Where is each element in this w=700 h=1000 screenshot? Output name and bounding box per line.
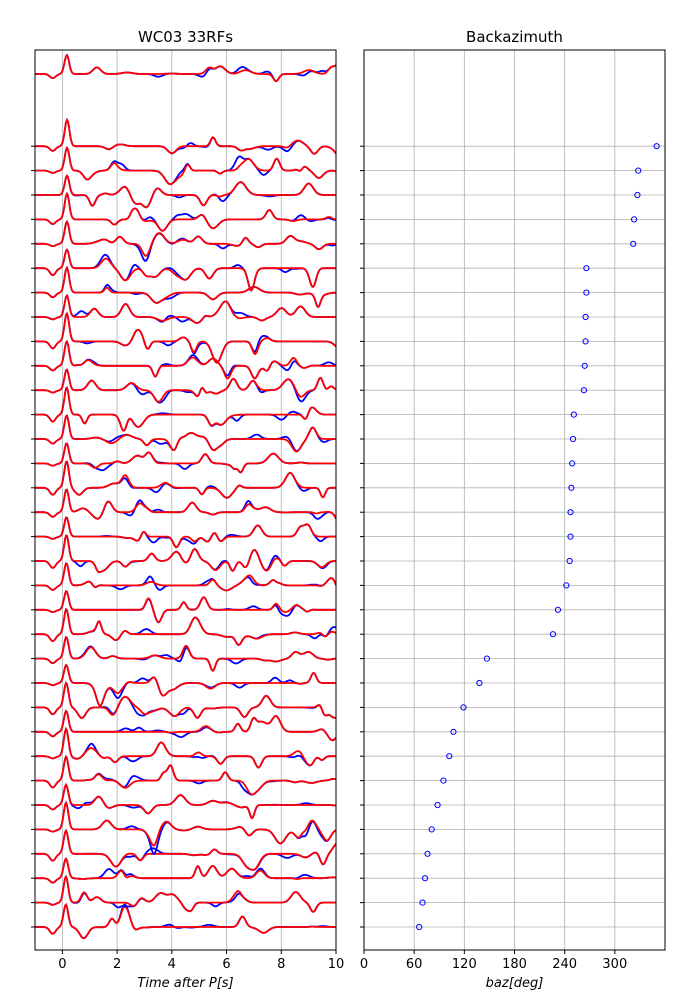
baz-point [582,313,589,321]
rf-trace-predicted [35,857,336,884]
rf-trace-predicted [35,414,336,453]
rf-trace-predicted [35,590,336,624]
rf-trace-predicted [35,828,336,871]
baz-x-tick-label: 120 [452,957,477,972]
baz-point [570,411,577,418]
baz-point [630,240,637,247]
rf-trace-predicted [35,145,336,186]
baz-point [635,167,642,174]
baz-x-tick-label: 240 [552,957,577,972]
rf-trace-predicted [35,800,336,847]
baz-point [581,362,588,369]
baz-point [563,582,570,589]
baz-point [630,216,638,223]
baz-point [634,191,641,199]
baz-points [416,143,660,931]
baz-point [580,387,587,394]
rf-trace-predicted [35,386,336,432]
baz-point [567,509,574,516]
rf-xlabel: Time after P[s] [137,976,233,991]
baz-point [549,631,557,638]
rf-x-tick-label: 0 [58,957,66,972]
rf-trace-predicted [35,681,336,719]
rf-trace-predicted [35,874,336,913]
baz-point [416,923,423,931]
baz-title: Backazimuth [466,28,563,46]
baz-point [569,435,577,443]
rf-trace-predicted [35,534,336,574]
baz-x-tick-label: 0 [360,957,368,972]
rf-trace-predicted [35,607,336,646]
rf-trace-predicted [35,460,336,499]
baz-point [460,704,467,711]
rf-x-tick-label: 6 [222,957,230,972]
rf-axes-frame [34,49,337,951]
baz-grid [363,50,665,950]
baz-xlabel: baz[deg] [486,976,544,991]
baz-panel: 0 60 120 180 240 300 Backazimuth baz[deg] [360,28,666,991]
baz-point [554,606,562,613]
rf-x-tick-label: 2 [113,957,121,972]
rf-trace-predicted [35,754,336,796]
baz-x-tick-label: 300 [602,957,627,972]
baz-point [566,557,573,565]
rf-panel: 0 2 4 6 8 10 WC03 33RFs Time after P[s] [31,28,344,991]
baz-point [568,484,575,491]
rf-trace-predicted [35,174,336,209]
rf-trace-predicted [35,293,336,324]
baz-point [440,777,447,784]
baz-point [653,143,660,150]
baz-point [476,679,483,687]
rf-x-tick-label: 4 [168,957,176,972]
rf-trace-predicted [35,311,336,364]
baz-point [434,801,441,809]
rf-trace-predicted [35,709,336,742]
rf-trace-predicted [35,783,336,820]
rf-trace-predicted [35,265,336,309]
rf-stack-predicted [35,53,336,83]
rf-trace-predicted [35,368,336,403]
rf-x-tick-label: 10 [328,957,345,972]
baz-x-ticks: 0 60 120 180 240 300 [360,950,627,972]
rf-trace-predicted [35,117,336,155]
baz-point [569,460,576,467]
baz-point [583,265,590,272]
rf-trace-predicted [35,562,336,592]
rf-trace-predicted [35,442,336,474]
rf-trace-predicted [35,191,336,232]
baz-point [582,338,589,345]
rf-y-ticks [31,145,35,928]
baz-point [421,875,429,882]
baz-point [428,826,435,833]
rf-traces [35,53,336,940]
rf-trace-predicted [35,635,336,672]
baz-y-ticks [360,145,364,928]
baz-point [424,850,431,857]
baz-point [446,753,453,760]
baz-point [483,655,491,662]
baz-x-tick-label: 180 [502,957,527,972]
rf-x-tick-label: 8 [277,957,285,972]
baz-point [419,899,426,906]
rf-trace-predicted [35,726,336,769]
rf-trace-predicted [35,663,336,707]
baz-point [450,728,457,735]
rf-trace-predicted [35,248,336,292]
rf-trace-predicted [35,516,336,549]
rf-x-ticks: 0 2 4 6 8 10 [58,950,344,972]
rf-trace-predicted [35,488,336,520]
baz-point [583,289,590,296]
baz-x-tick-label: 60 [406,957,423,972]
rf-title: WC03 33RFs [138,28,233,46]
rf-trace-predicted [35,902,336,940]
rf-trace-predicted [35,339,336,380]
rf-trace-predicted [35,219,336,257]
baz-point [567,533,574,540]
